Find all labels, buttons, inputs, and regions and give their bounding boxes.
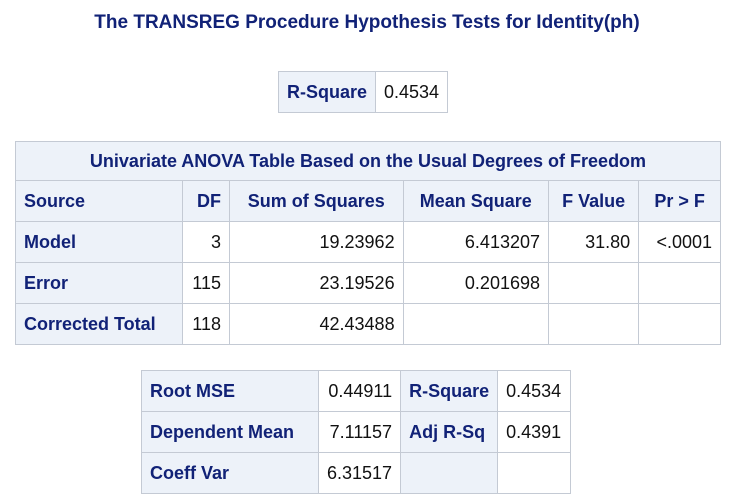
cell-sum-of-squares: 42.43488 bbox=[229, 303, 404, 345]
fit-label-root-mse: Root MSE bbox=[141, 370, 319, 412]
fit-label-rsquare: R-Square bbox=[400, 370, 499, 412]
rsquare-summary-table: R-Square 0.4534 bbox=[277, 71, 449, 113]
fit-value-coeff-var: 6.31517 bbox=[317, 452, 402, 494]
rsquare-label: R-Square bbox=[277, 71, 377, 113]
fit-label-dependent-mean: Dependent Mean bbox=[141, 411, 319, 453]
cell-df: 118 bbox=[182, 303, 230, 345]
col-header-pr-f: Pr > F bbox=[638, 180, 721, 222]
col-header-sum-of-squares: Sum of Squares bbox=[229, 180, 404, 222]
cell-sum-of-squares: 23.19526 bbox=[229, 262, 404, 304]
table-row: Corrected Total 118 42.43488 bbox=[15, 303, 721, 345]
row-label-error: Error bbox=[15, 262, 183, 304]
anova-caption: Univariate ANOVA Table Based on the Usua… bbox=[15, 141, 721, 181]
cell-pr-f bbox=[638, 303, 721, 345]
col-header-df: DF bbox=[182, 180, 230, 222]
anova-header-row: Source DF Sum of Squares Mean Square F V… bbox=[15, 180, 721, 222]
fit-value-adj-rsq: 0.4391 bbox=[497, 411, 572, 453]
table-row: Root MSE 0.44911 R-Square 0.4534 bbox=[141, 370, 572, 412]
cell-f-value bbox=[547, 303, 640, 345]
col-header-source: Source bbox=[15, 180, 183, 222]
page-title: The TRANSREG Procedure Hypothesis Tests … bbox=[94, 12, 640, 33]
row-label-corrected-total: Corrected Total bbox=[15, 303, 183, 345]
fit-value-root-mse: 0.44911 bbox=[317, 370, 402, 412]
fit-label-adj-rsq: Adj R-Sq bbox=[400, 411, 499, 453]
cell-pr-f: <.0001 bbox=[638, 221, 721, 263]
fit-value-rsquare: 0.4534 bbox=[497, 370, 572, 412]
col-header-f-value: F Value bbox=[547, 180, 640, 222]
fit-statistics-table: Root MSE 0.44911 R-Square 0.4534 Depende… bbox=[141, 370, 572, 494]
row-label-model: Model bbox=[15, 221, 183, 263]
table-row: Coeff Var 6.31517 bbox=[141, 452, 572, 494]
cell-mean-square: 6.413207 bbox=[402, 221, 550, 263]
table-row: Dependent Mean 7.11157 Adj R-Sq 0.4391 bbox=[141, 411, 572, 453]
fit-value-empty bbox=[497, 452, 572, 494]
cell-mean-square: 0.201698 bbox=[402, 262, 550, 304]
cell-f-value: 31.80 bbox=[547, 221, 640, 263]
cell-df: 3 bbox=[182, 221, 230, 263]
cell-mean-square bbox=[402, 303, 550, 345]
rsquare-value: 0.4534 bbox=[375, 71, 449, 113]
fit-label-coeff-var: Coeff Var bbox=[141, 452, 319, 494]
table-row: Model 3 19.23962 6.413207 31.80 <.0001 bbox=[15, 221, 721, 263]
cell-f-value bbox=[547, 262, 640, 304]
fit-value-dependent-mean: 7.11157 bbox=[317, 411, 402, 453]
cell-sum-of-squares: 19.23962 bbox=[229, 221, 404, 263]
cell-df: 115 bbox=[182, 262, 230, 304]
col-header-mean-square: Mean Square bbox=[402, 180, 550, 222]
anova-table: Univariate ANOVA Table Based on the Usua… bbox=[15, 141, 721, 345]
fit-label-empty bbox=[400, 452, 499, 494]
cell-pr-f bbox=[638, 262, 721, 304]
table-row: Error 115 23.19526 0.201698 bbox=[15, 262, 721, 304]
